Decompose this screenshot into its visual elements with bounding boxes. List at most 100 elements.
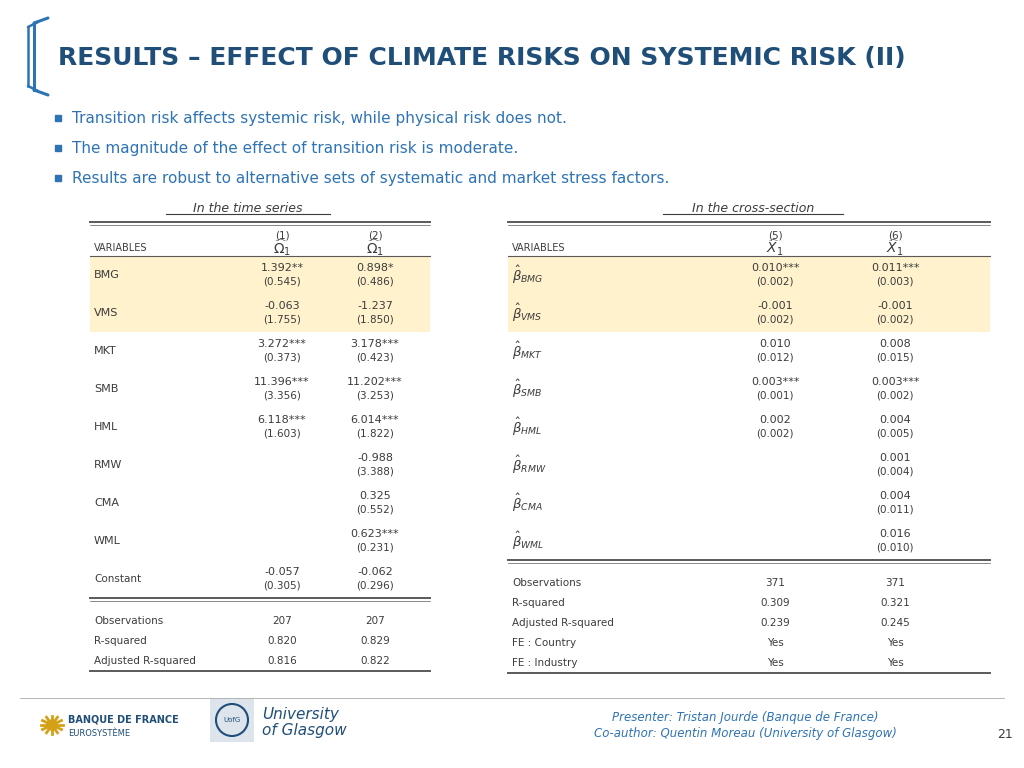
Text: Observations: Observations: [512, 578, 582, 588]
Text: 0.822: 0.822: [360, 656, 390, 666]
Bar: [210, 698, 254, 742]
Text: $\hat{\beta}_{VMS}$: $\hat{\beta}_{VMS}$: [512, 302, 543, 324]
Text: (0.003): (0.003): [877, 276, 913, 286]
Text: $\hat{\beta}_{CMA}$: $\hat{\beta}_{CMA}$: [512, 492, 543, 514]
Text: (0.545): (0.545): [263, 276, 301, 286]
Text: MKT: MKT: [94, 346, 117, 356]
Text: 0.004: 0.004: [880, 491, 911, 501]
Text: 0.011***: 0.011***: [870, 263, 920, 273]
Text: 21: 21: [997, 727, 1013, 740]
Text: 0.623***: 0.623***: [350, 529, 399, 539]
Text: VMS: VMS: [94, 308, 119, 318]
Text: VARIABLES: VARIABLES: [94, 243, 147, 253]
Text: BANQUE DE FRANCE: BANQUE DE FRANCE: [68, 714, 179, 724]
Text: $\hat{\beta}_{RMW}$: $\hat{\beta}_{RMW}$: [512, 454, 547, 476]
Text: 0.003***: 0.003***: [870, 377, 920, 387]
Text: $\widehat{\Omega}_1$: $\widehat{\Omega}_1$: [366, 237, 384, 258]
Text: (0.002): (0.002): [757, 314, 794, 324]
Text: (5): (5): [768, 231, 782, 241]
Text: $\hat{\beta}_{SMB}$: $\hat{\beta}_{SMB}$: [512, 378, 543, 400]
Text: University: University: [262, 707, 339, 721]
Text: -0.062: -0.062: [357, 567, 393, 577]
Text: 371: 371: [885, 578, 905, 588]
Text: (0.005): (0.005): [877, 428, 913, 438]
Text: 207: 207: [366, 615, 385, 625]
Text: 371: 371: [765, 578, 785, 588]
Text: (0.011): (0.011): [877, 504, 913, 514]
Bar: [90, 256, 430, 294]
Text: EUROSYSTÈME: EUROSYSTÈME: [68, 729, 130, 737]
Text: of Glasgow: of Glasgow: [262, 723, 347, 737]
Text: (0.231): (0.231): [356, 542, 394, 552]
Text: (0.002): (0.002): [877, 314, 913, 324]
Text: FE : Industry: FE : Industry: [512, 657, 578, 667]
Text: -0.001: -0.001: [878, 301, 912, 311]
Text: R-squared: R-squared: [94, 635, 146, 645]
Text: 0.003***: 0.003***: [751, 377, 800, 387]
Text: 3.272***: 3.272***: [258, 339, 306, 349]
Text: -0.057: -0.057: [264, 567, 300, 577]
Text: (2): (2): [368, 231, 382, 241]
Text: (0.423): (0.423): [356, 352, 394, 362]
Text: $\widehat{X}_1$: $\widehat{X}_1$: [766, 238, 783, 258]
Text: Transition risk affects systemic risk, while physical risk does not.: Transition risk affects systemic risk, w…: [72, 111, 567, 125]
Text: Yes: Yes: [887, 637, 903, 647]
Text: RESULTS – EFFECT OF CLIMATE RISKS ON SYSTEMIC RISK (II): RESULTS – EFFECT OF CLIMATE RISKS ON SYS…: [58, 46, 905, 70]
Text: (0.004): (0.004): [877, 466, 913, 476]
Text: RMW: RMW: [94, 460, 123, 470]
Text: 0.816: 0.816: [267, 656, 297, 666]
Text: Yes: Yes: [767, 637, 783, 647]
Text: 6.014***: 6.014***: [350, 415, 399, 425]
Text: Yes: Yes: [887, 657, 903, 667]
Text: (0.002): (0.002): [757, 276, 794, 286]
Text: -0.001: -0.001: [757, 301, 793, 311]
Text: -1.237: -1.237: [357, 301, 393, 311]
Text: 0.829: 0.829: [360, 635, 390, 645]
Text: BMG: BMG: [94, 270, 120, 280]
Text: (0.373): (0.373): [263, 352, 301, 362]
Text: (0.552): (0.552): [356, 504, 394, 514]
Text: (1.822): (1.822): [356, 428, 394, 438]
Text: $\widehat{\Omega}_1$: $\widehat{\Omega}_1$: [273, 237, 291, 258]
Text: (0.002): (0.002): [877, 390, 913, 400]
Text: 0.010: 0.010: [759, 339, 791, 349]
Text: (0.010): (0.010): [877, 542, 913, 552]
Text: Presenter: Tristan Jourde (Banque de France): Presenter: Tristan Jourde (Banque de Fra…: [611, 711, 879, 724]
Text: In the time series: In the time series: [194, 201, 303, 214]
Text: VARIABLES: VARIABLES: [512, 243, 565, 253]
Text: (1): (1): [274, 231, 290, 241]
Circle shape: [47, 720, 57, 730]
Text: UofG: UofG: [223, 717, 241, 723]
Text: CMA: CMA: [94, 498, 119, 508]
Text: 0.016: 0.016: [880, 529, 910, 539]
Text: 0.321: 0.321: [880, 598, 910, 607]
Text: Co-author: Quentin Moreau (University of Glasgow): Co-author: Quentin Moreau (University of…: [594, 727, 896, 740]
Text: 0.309: 0.309: [760, 598, 790, 607]
Text: 1.392**: 1.392**: [260, 263, 303, 273]
Text: SMB: SMB: [94, 384, 119, 394]
Text: 0.898*: 0.898*: [356, 263, 394, 273]
Text: (0.296): (0.296): [356, 580, 394, 590]
Text: 0.010***: 0.010***: [751, 263, 800, 273]
Bar: [508, 294, 990, 332]
Text: The magnitude of the effect of transition risk is moderate.: The magnitude of the effect of transitio…: [72, 141, 518, 155]
Text: $\hat{\beta}_{WML}$: $\hat{\beta}_{WML}$: [512, 530, 545, 552]
Text: 0.325: 0.325: [359, 491, 391, 501]
Text: WML: WML: [94, 536, 121, 546]
Text: (3.388): (3.388): [356, 466, 394, 476]
Text: $\hat{\beta}_{MKT}$: $\hat{\beta}_{MKT}$: [512, 340, 543, 362]
Text: (1.603): (1.603): [263, 428, 301, 438]
Text: (6): (6): [888, 231, 902, 241]
Text: 0.001: 0.001: [880, 453, 910, 463]
Text: $\hat{\beta}_{BMG}$: $\hat{\beta}_{BMG}$: [512, 264, 544, 286]
Bar: [90, 294, 430, 332]
Text: Adjusted R-squared: Adjusted R-squared: [94, 656, 196, 666]
Bar: [508, 256, 990, 294]
Text: (0.486): (0.486): [356, 276, 394, 286]
Text: (0.002): (0.002): [757, 428, 794, 438]
Text: Results are robust to alternative sets of systematic and market stress factors.: Results are robust to alternative sets o…: [72, 170, 670, 186]
Text: (1.755): (1.755): [263, 314, 301, 324]
Text: 3.178***: 3.178***: [350, 339, 399, 349]
Text: R-squared: R-squared: [512, 598, 565, 607]
Text: (1.850): (1.850): [356, 314, 394, 324]
